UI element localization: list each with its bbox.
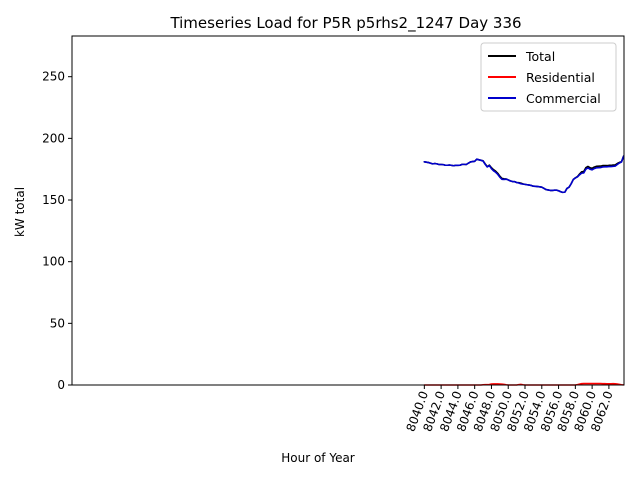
legend-box bbox=[480, 42, 617, 112]
x-axis-label: Hour of Year bbox=[281, 451, 355, 465]
legend-label-total: Total bbox=[525, 49, 555, 64]
legend-label-residential: Residential bbox=[526, 70, 595, 85]
y-tick-label: 100 bbox=[42, 255, 65, 269]
chart-title: Timeseries Load for P5R p5rhs2_1247 Day … bbox=[169, 14, 521, 33]
axes-frame bbox=[71, 35, 625, 386]
series-line-commercial bbox=[423, 155, 625, 194]
y-tick-label: 250 bbox=[42, 70, 65, 84]
y-tick-label: 50 bbox=[50, 316, 65, 330]
y-tick-label: 150 bbox=[42, 193, 65, 207]
legend: Total Residential Commercial bbox=[480, 42, 617, 112]
y-axis-label: kW total bbox=[13, 187, 27, 237]
y-tick-label: 200 bbox=[42, 131, 65, 145]
legend-label-commercial: Commercial bbox=[526, 91, 601, 106]
y-tick-label: 0 bbox=[57, 378, 65, 392]
